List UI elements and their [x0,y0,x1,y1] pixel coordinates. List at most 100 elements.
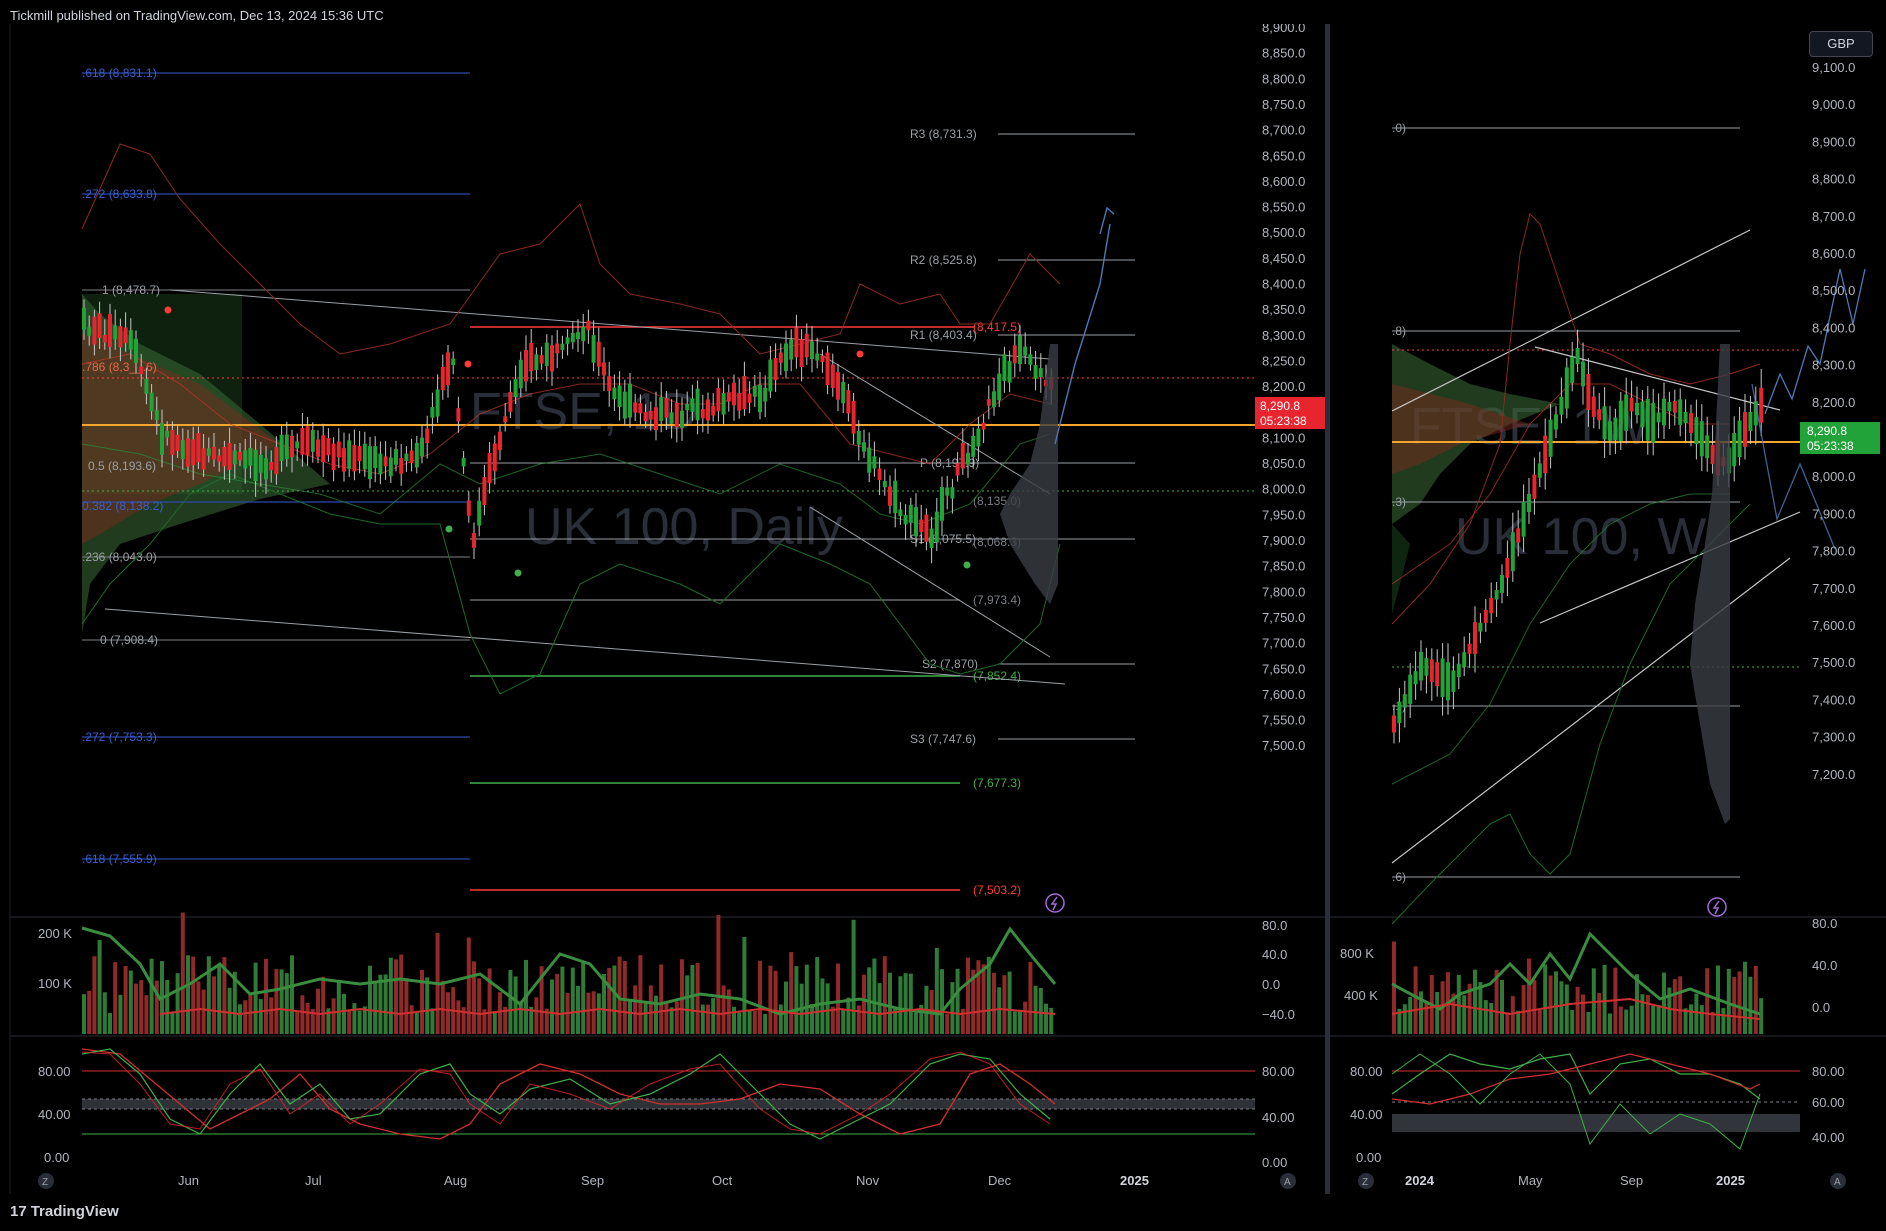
volume-osc-green-line [81,926,1057,1016]
price-tick: 7,700.0 [1262,636,1305,651]
left-chart-svg[interactable]: FTSE, 1D UK 100, Daily .618 (8,831.1) .2… [0,24,1325,1194]
price-tick: 8,000.0 [1262,482,1305,497]
lightning-icon-weekly[interactable] [1707,897,1727,917]
time-2025: 2025 [1120,1173,1149,1188]
price-tick-weekly: 7,700.0 [1812,581,1855,596]
countdown: 05:23:38 [1260,414,1307,428]
price-tick: 8,650.0 [1262,148,1305,163]
time-sep: Sep [581,1173,604,1188]
fib-label-m0272: .272 (7,753.3) [82,730,157,744]
currency-button[interactable]: GBP [1809,31,1873,57]
osc2-right-80: 80.00 [1262,1064,1295,1079]
right-osc1-0: 0.0 [1812,1000,1830,1015]
price-tick: 8,550.0 [1262,200,1305,215]
tradingview-logo[interactable]: 17 TradingView [10,1203,119,1220]
price-tick-weekly: 8,400.0 [1812,320,1855,335]
time-2024: 2024 [1405,1173,1435,1188]
right-osc2-left-80: 80.00 [1350,1064,1383,1079]
pivot-s2: S2 (7,870) [922,657,978,671]
pivot-s1: S1 (8,075.5) [910,532,976,546]
time-nov: Nov [856,1173,880,1188]
price-tick: 8,800.0 [1262,71,1305,86]
right-chart-svg[interactable]: FTSE, 1W UK 100, W .0) .8) .3) .1) .6) [1330,24,1886,1194]
right-chart-panel[interactable]: FTSE, 1W UK 100, W .0) .8) .3) .1) .6) [1330,24,1886,1194]
level-7852: (7,852.4) [973,669,1021,683]
price-tick: 8,350.0 [1262,302,1305,317]
price-tick-weekly: 7,400.0 [1812,692,1855,707]
price-tick: 8,500.0 [1262,225,1305,240]
left-price-axis[interactable]: 8,900.0 8,850.0 8,800.0 8,750.0 8,700.0 8,650… [1262,24,1305,753]
price-tick-weekly: 7,200.0 [1812,767,1855,782]
price-tick: 7,550.0 [1262,713,1305,728]
right-partial-2: .8) [1392,324,1406,338]
time-jul: Jul [305,1173,322,1188]
right-candles [1392,329,1764,744]
price-tick: 8,050.0 [1262,456,1305,471]
countdown-weekly: 05:23:38 [1807,439,1854,453]
fib-label-0786: .786 (8,3__.6) [82,360,157,374]
osc2-left-0: 0.00 [44,1150,69,1165]
price-tick: 8,750.0 [1262,97,1305,112]
publish-info: Tickmill published on TradingView.com, D… [10,8,384,23]
right-volume-bars [1392,941,1764,1034]
right-osc1-80: 80.0 [1812,916,1837,931]
time-dec: Dec [988,1173,1012,1188]
svg-text:A: A [1834,1177,1841,1188]
corner-a-button-weekly[interactable]: A [1830,1173,1846,1189]
fib-label-0382: 0.382 (8,138.2) [82,499,163,513]
price-tick-weekly: 7,300.0 [1812,730,1855,745]
tradingview-brand: TradingView [30,1203,119,1220]
price-tick: 7,900.0 [1262,533,1305,548]
watermark-name: UK 100, Daily [525,498,843,556]
fib-label-0236: .236 (8,043.0) [82,550,157,564]
lightning-icon[interactable] [1045,893,1065,913]
price-tick: 7,500.0 [1262,738,1305,753]
time-oct: Oct [712,1173,733,1188]
time-may: May [1518,1173,1543,1188]
price-tick: 8,850.0 [1262,46,1305,61]
pivot-p: P (8,197.9) [920,456,979,470]
current-price-value: 8,290.8 [1260,399,1300,413]
time-aug: Aug [444,1173,467,1188]
price-tick-weekly: 8,900.0 [1812,134,1855,149]
fib-label-05: 0.5 (8,193.6) [88,459,156,473]
price-tick: 7,750.0 [1262,610,1305,625]
price-tick: 8,900.0 [1262,24,1305,35]
corner-z-button[interactable]: Z [38,1173,54,1189]
level-7503: (7,503.2) [973,883,1021,897]
price-tick: 8,250.0 [1262,353,1305,368]
price-tick-weekly: 7,500.0 [1812,655,1855,670]
pivot-s3: S3 (7,747.6) [910,732,976,746]
right-partial-1: .0) [1392,121,1406,135]
svg-text:Z: Z [1362,1177,1368,1188]
pivot-r1: R1 (8,403.4) [910,328,977,342]
price-tick: 8,450.0 [1262,251,1305,266]
osc2-right-0: 0.00 [1262,1155,1287,1170]
volume-profile [82,294,330,634]
price-tick: 7,600.0 [1262,687,1305,702]
corner-z-button-weekly[interactable]: Z [1358,1173,1374,1189]
price-tick: 7,950.0 [1262,507,1305,522]
price-tick-weekly: 9,100.0 [1812,60,1855,75]
price-tick: 7,650.0 [1262,661,1305,676]
time-jun: Jun [178,1173,199,1188]
volume-axis-100k: 100 K [38,976,72,991]
left-candles [82,299,1054,564]
right-osc2-left-0: 0.00 [1356,1150,1381,1165]
price-tick: 8,200.0 [1262,379,1305,394]
panel-divider[interactable] [1325,24,1330,1194]
price-tick-weekly: 8,000.0 [1812,469,1855,484]
price-tick: 8,700.0 [1262,123,1305,138]
corner-a-button[interactable]: A [1280,1173,1296,1189]
osc1-axis-0: 0.0 [1262,977,1280,992]
right-osc1-40: 40.0 [1812,958,1837,973]
left-volume-bars [82,912,1054,1034]
watermark-symbol: FTSE, 1D [470,383,698,441]
left-chart-panel[interactable]: FTSE, 1D UK 100, Daily .618 (8,831.1) .2… [0,24,1325,1194]
right-partial-3: .3) [1392,495,1406,509]
right-price-axis[interactable]: 9,100.0 9,000.0 8,900.0 8,800.0 8,700.0 8,600… [1812,60,1855,782]
price-tick-weekly: 7,800.0 [1812,544,1855,559]
current-price-tag-weekly [1800,422,1880,454]
pivot-r2: R2 (8,525.8) [910,253,977,267]
osc1-axis-40: 40.0 [1262,947,1287,962]
